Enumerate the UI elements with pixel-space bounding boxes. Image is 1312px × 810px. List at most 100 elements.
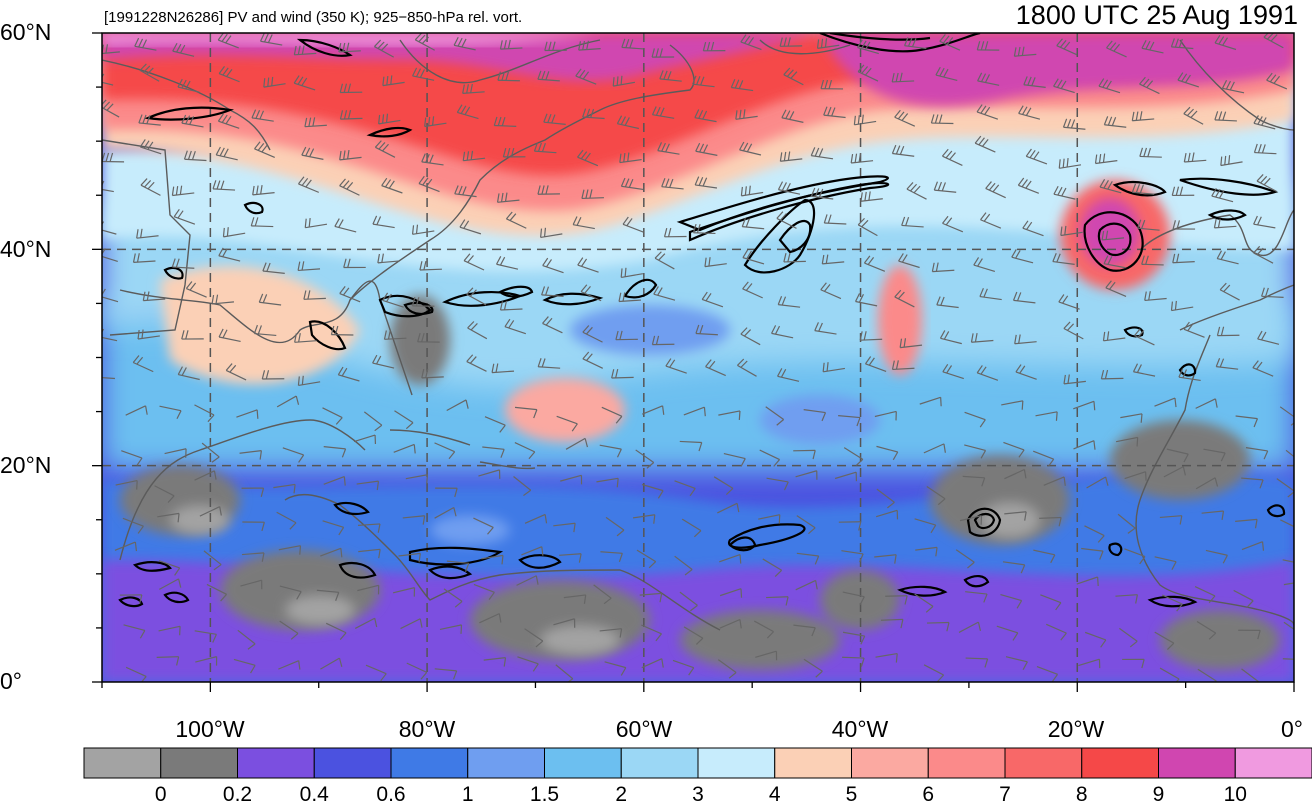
wind-barb — [740, 185, 764, 197]
wind-barb — [758, 514, 781, 524]
figure-subtitle: [1991228N26286] PV and wind (350 K); 925… — [104, 9, 523, 26]
wind-barb — [701, 291, 724, 308]
wind-barb — [121, 450, 143, 466]
wind-barb — [521, 546, 544, 556]
wind-barb — [783, 67, 804, 86]
lon-label-40w: 40°W — [831, 716, 889, 742]
wind-barb — [581, 189, 604, 200]
wind-barb — [304, 218, 328, 229]
wind-barb — [218, 247, 241, 262]
colorbar-swatch — [83, 747, 162, 779]
wind-barb — [619, 152, 642, 164]
wind-barb — [958, 621, 982, 633]
wind-barb — [1279, 406, 1294, 426]
wind-barb — [719, 618, 742, 629]
wind-barb — [814, 322, 837, 335]
wind-barb — [1166, 448, 1189, 463]
colorbar-label: 7 — [999, 783, 1011, 806]
wind-barb — [864, 356, 887, 373]
wind-barb — [771, 325, 794, 339]
wind-barb — [674, 480, 696, 497]
wind-barb — [777, 181, 801, 195]
wind-barb — [596, 477, 619, 488]
wind-barb — [898, 253, 920, 269]
wind-barb — [434, 506, 457, 519]
wind-barb — [1015, 364, 1037, 380]
wind-barb — [1014, 334, 1037, 345]
wind-barb — [325, 622, 347, 640]
wind-barb — [218, 66, 240, 83]
wind-barb — [612, 75, 636, 87]
vorticity-contours — [118, 33, 1286, 608]
wind-barb — [810, 147, 834, 160]
wind-barb — [1162, 594, 1183, 612]
wind-barb — [537, 70, 560, 82]
wind-barb — [406, 662, 428, 680]
colorbar-label: 10 — [1223, 783, 1247, 806]
wind-barb — [1159, 667, 1180, 682]
wind-barb — [926, 485, 946, 506]
wind-barb — [181, 330, 204, 340]
wind-barb — [541, 286, 564, 297]
wind-barb — [454, 185, 477, 198]
lat-lon-grid — [102, 33, 1294, 682]
wind-barb — [599, 628, 623, 638]
wind-barb — [484, 416, 506, 433]
wind-barb — [779, 151, 803, 162]
wind-barb — [816, 38, 840, 49]
wind-barb — [363, 411, 383, 432]
wind-barb — [334, 218, 357, 233]
wind-barb — [1098, 78, 1121, 94]
wind-barb — [672, 659, 695, 676]
wind-barb — [1053, 78, 1075, 94]
wind-barb — [965, 657, 989, 668]
wind-barb — [544, 41, 567, 52]
wind-barb — [705, 359, 726, 377]
wind-barb — [742, 249, 765, 265]
wind-barb — [119, 594, 143, 604]
wind-barb — [1253, 245, 1274, 264]
wind-barb — [339, 285, 361, 303]
wind-barb — [185, 281, 207, 298]
wind-barb — [537, 185, 560, 195]
wind-barb — [467, 321, 488, 340]
wind-barb — [796, 552, 820, 565]
wind-barb — [171, 258, 195, 269]
wind-barb — [718, 410, 741, 420]
wind-barb — [1241, 541, 1265, 551]
wind-barb — [1183, 321, 1205, 338]
wind-barb — [642, 405, 665, 415]
wind-barb — [412, 67, 435, 81]
wind-barb — [741, 218, 765, 230]
colorbar-swatch — [697, 747, 776, 779]
wind-barb — [543, 113, 566, 125]
wind-barb — [323, 476, 346, 486]
wind-barb — [1036, 666, 1059, 682]
wind-barb — [974, 135, 996, 153]
wind-barb — [1106, 40, 1127, 58]
wind-barb — [434, 442, 456, 460]
wind-barb — [122, 517, 144, 534]
wind-barb — [874, 554, 897, 564]
wind-barb — [102, 377, 115, 380]
lat-label-0: 0° — [0, 668, 22, 694]
wind-barb — [125, 405, 148, 416]
wind-barb — [1261, 287, 1284, 298]
colorbar-label: 0.6 — [376, 783, 406, 806]
wind-barb — [823, 214, 847, 225]
wind-barb — [753, 620, 774, 639]
wind-barb — [343, 258, 366, 269]
wind-barb — [372, 215, 395, 229]
wind-barb — [717, 659, 737, 679]
wind-barb — [339, 109, 363, 120]
wind-barb — [1103, 255, 1126, 269]
wind-barb — [915, 546, 938, 557]
wind-barb — [777, 296, 801, 308]
wind-barb — [1005, 656, 1028, 671]
wind-barb — [965, 591, 988, 603]
wind-barb — [553, 522, 576, 533]
lon-label-20w: 20°W — [1047, 716, 1105, 742]
wind-barb — [259, 33, 283, 46]
wind-barb — [1003, 441, 1025, 458]
wind-barb — [762, 558, 783, 577]
